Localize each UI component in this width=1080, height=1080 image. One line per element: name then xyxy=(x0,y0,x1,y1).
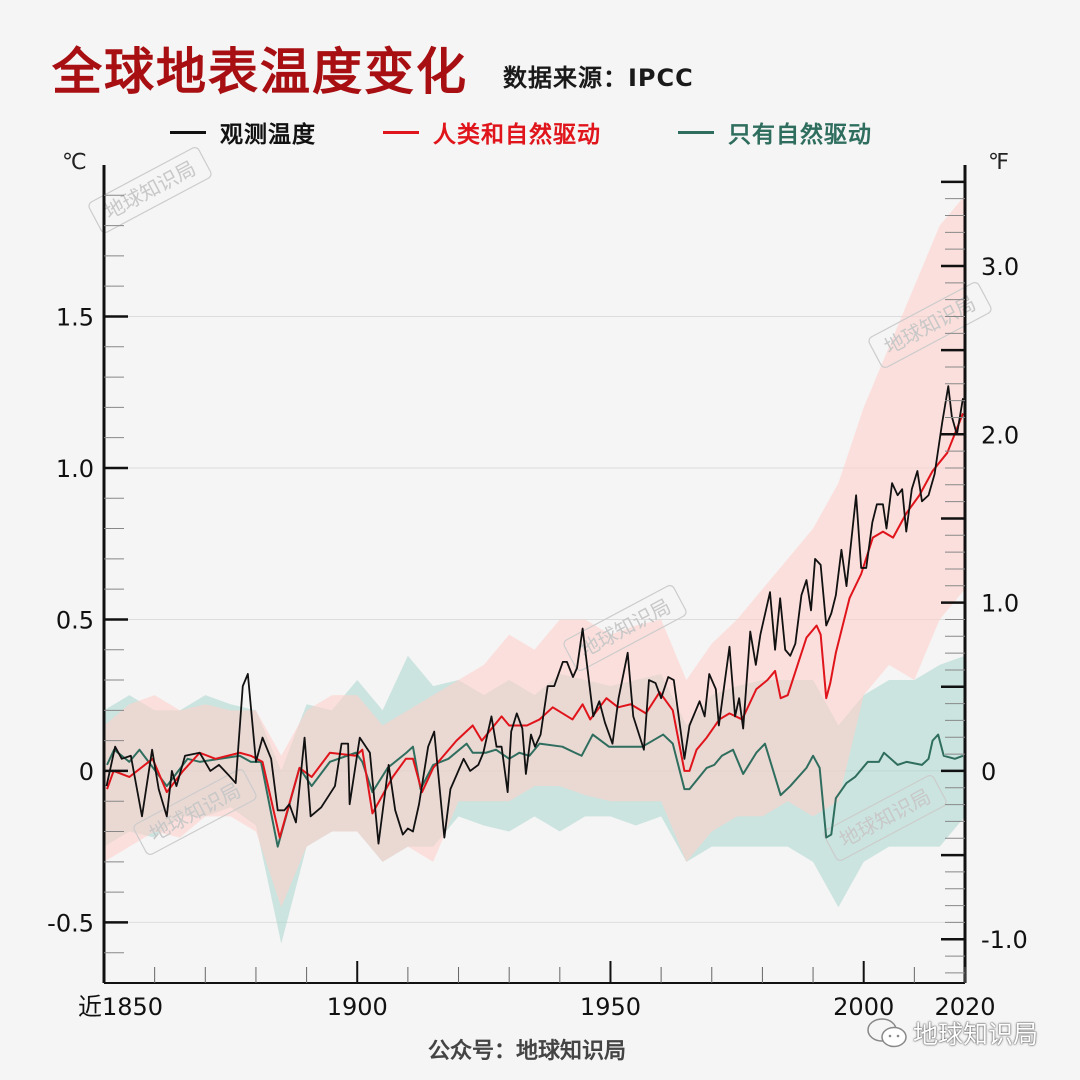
y-axis-left-unit: ℃ xyxy=(62,150,87,175)
y-tick-label-right: 3.0 xyxy=(981,253,1019,281)
watermark-frame xyxy=(88,147,212,233)
y-tick-label-right: 0 xyxy=(981,758,996,786)
legend-observed: 观测温度 xyxy=(170,115,316,149)
watermark: 地球知识局 xyxy=(88,147,212,233)
legend-human-natural: 人类和自然驱动 xyxy=(383,115,601,149)
y-tick-label-left: 0 xyxy=(79,758,94,786)
y-axis-right-unit: ℉ xyxy=(988,150,1009,175)
watermark-frame xyxy=(823,775,947,861)
data-source: 数据来源：IPCC xyxy=(503,64,694,92)
x-tick-label: 近1850 xyxy=(78,993,163,1021)
x-tick-label: 1950 xyxy=(580,993,641,1021)
y-tick-label-left: 1.5 xyxy=(56,303,94,331)
band-human-natural xyxy=(104,195,965,908)
legend-label-observed: 观测温度 xyxy=(220,122,316,148)
legend-swatch-human-natural xyxy=(383,130,419,134)
y-tick-label-right: 1.0 xyxy=(981,590,1019,618)
x-tick-label: 2020 xyxy=(934,993,995,1021)
legend-natural-only: 只有自然驱动 xyxy=(678,115,872,149)
y-tick-label-left: 0.5 xyxy=(56,606,94,634)
footer-account: 公众号：地球知识局 xyxy=(428,1039,627,1064)
legend-label-human-natural: 人类和自然驱动 xyxy=(433,122,601,148)
line-observed xyxy=(105,385,964,845)
x-tick-label: 1900 xyxy=(327,993,388,1021)
watermark-frame xyxy=(563,585,687,671)
y-tick-label-right: -1.0 xyxy=(981,926,1028,954)
x-tick-label: 2000 xyxy=(833,993,894,1021)
watermark-text: 地球知识局 xyxy=(100,156,200,224)
legend-swatch-observed xyxy=(170,130,206,134)
y-tick-label-right: 2.0 xyxy=(981,421,1019,449)
y-tick-label-left: 1.0 xyxy=(56,455,94,483)
wechat-icon xyxy=(867,1018,907,1048)
page-title: 全球地表温度变化 xyxy=(52,43,468,101)
line-human-natural xyxy=(106,413,964,839)
wechat-label: 地球知识局 xyxy=(913,1020,1039,1049)
y-tick-label-left: -0.5 xyxy=(47,909,94,937)
legend-swatch-natural-only xyxy=(678,130,714,134)
watermark-frame xyxy=(868,282,992,368)
watermark-frame xyxy=(133,769,257,855)
legend-label-natural-only: 只有自然驱动 xyxy=(728,122,872,148)
wechat-badge: 地球知识局 xyxy=(865,1015,1038,1051)
